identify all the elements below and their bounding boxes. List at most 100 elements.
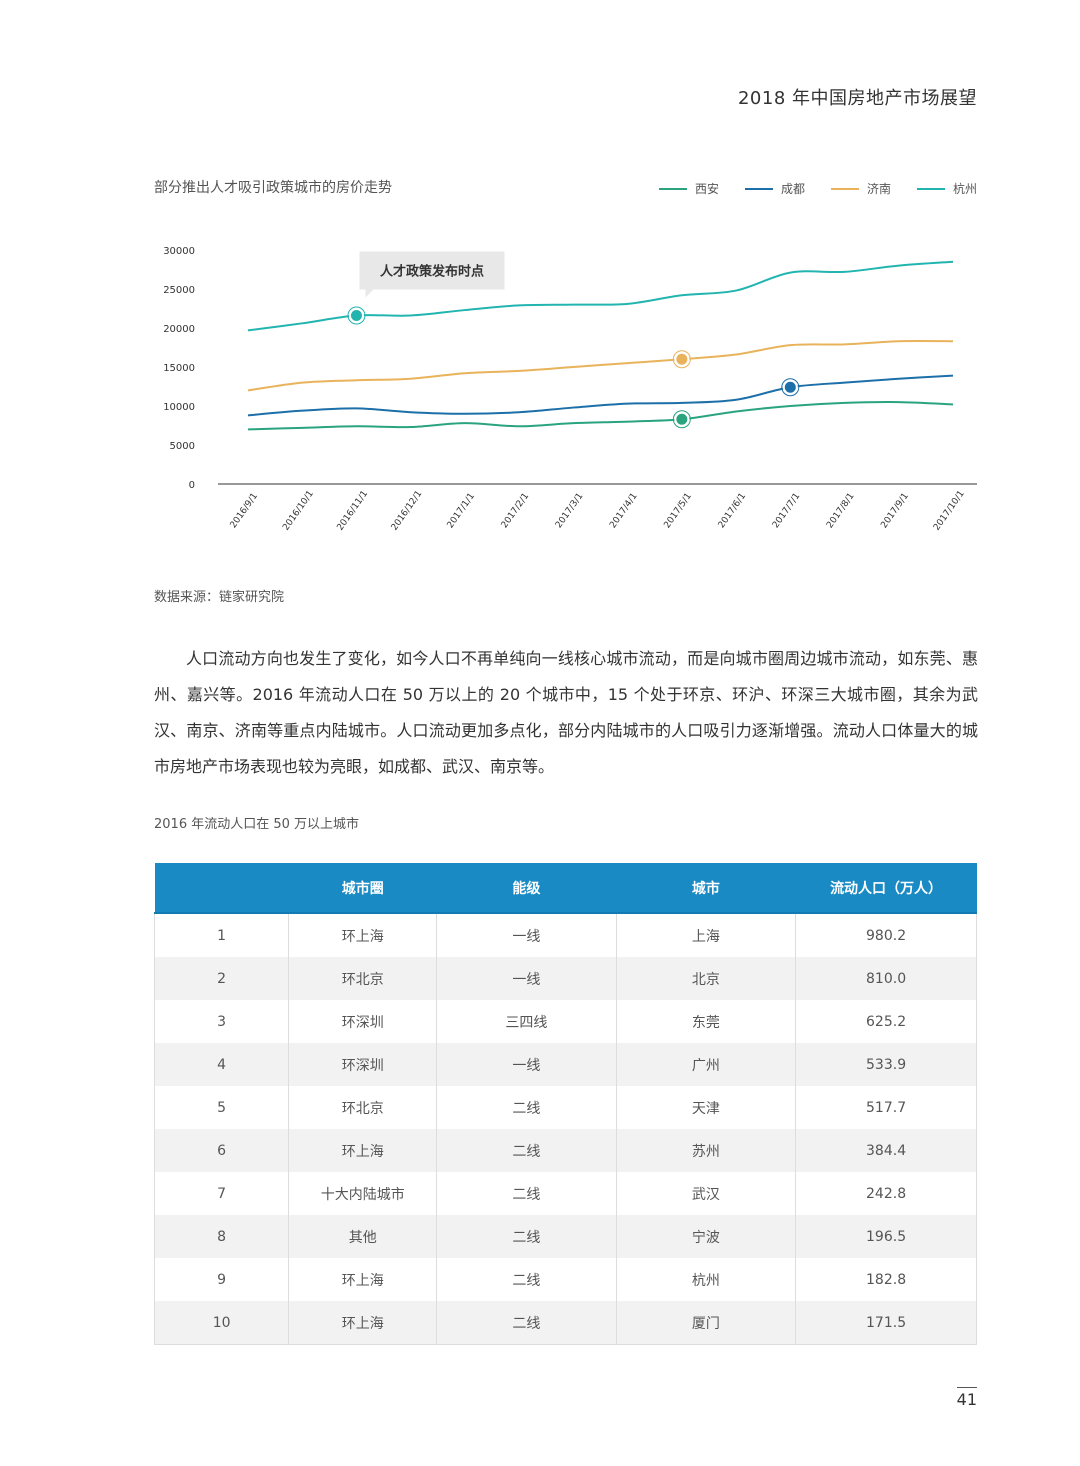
series-line-0 [247, 401, 954, 431]
cell-rank: 8 [153, 1215, 290, 1258]
population-table: 城市圈 能级 城市 流动人口（万人） 1 环上海 一线 上海 980.2 2 环北京 一线 北京… [153, 863, 977, 1345]
table-row: 10 环上海 二线 厦门 171.5 [153, 1301, 977, 1345]
cell-rank: 3 [153, 1000, 290, 1043]
line-chart: 0 5000 10000 15000 20000 25000 30000 2016/9/1 20… [163, 246, 977, 533]
chart-title: 部分推出人才吸引政策城市的房价走势 [154, 180, 392, 196]
cell-city: 北京 [615, 957, 797, 1000]
table-row: 6 环上海 二线 苏州 384.4 [153, 1129, 977, 1172]
cell-rank: 9 [153, 1258, 290, 1301]
policy-marker-ring-1 [781, 378, 800, 397]
cell-city-circle: 其他 [288, 1215, 438, 1258]
x-tick-label: 2017/5/1 [663, 491, 694, 530]
y-tick-label: 5000 [170, 441, 195, 452]
policy-marker-3 [348, 308, 364, 324]
x-tick-label: 2017/3/1 [554, 491, 585, 530]
cell-city: 武汉 [615, 1172, 797, 1215]
policy-marker-2 [674, 351, 690, 367]
cell-city: 苏州 [615, 1129, 797, 1172]
page-number-rule [957, 1387, 977, 1388]
cell-floating-population: 625.2 [795, 1000, 977, 1043]
cell-floating-population: 810.0 [795, 957, 977, 1000]
cell-city-circle: 环上海 [288, 913, 438, 957]
cell-tier: 二线 [436, 1215, 617, 1258]
cell-floating-population: 182.8 [795, 1258, 977, 1301]
cell-city-circle: 环上海 [288, 1258, 438, 1301]
y-tick-label: 0 [189, 480, 195, 491]
cell-rank: 5 [153, 1086, 290, 1129]
header-tier: 能级 [436, 863, 617, 914]
header-floating-population: 流动人口（万人） [795, 863, 977, 914]
cell-city: 厦门 [615, 1301, 797, 1345]
y-tick-label: 15000 [163, 363, 195, 374]
annotation-box [359, 251, 505, 298]
cell-floating-population: 171.5 [795, 1301, 977, 1345]
data-source: 数据来源：链家研究院 [154, 590, 285, 605]
cell-tier: 二线 [436, 1172, 617, 1215]
cell-city: 杭州 [615, 1258, 797, 1301]
x-tick-label: 2017/2/1 [500, 491, 531, 530]
table-row: 5 环北京 二线 天津 517.7 [153, 1086, 977, 1129]
table-row: 3 环深圳 三四线 东莞 625.2 [153, 1000, 977, 1043]
policy-marker-ring-3 [347, 306, 366, 325]
table-row: 4 环深圳 一线 广州 533.9 [153, 1043, 977, 1086]
x-tick-label: 2017/1/1 [446, 491, 477, 530]
x-tick-label: 2017/4/1 [608, 491, 639, 530]
cell-floating-population: 196.5 [795, 1215, 977, 1258]
table-row: 2 环北京 一线 北京 810.0 [153, 957, 977, 1000]
cell-city-circle: 环上海 [288, 1301, 438, 1345]
cell-floating-population: 384.4 [795, 1129, 977, 1172]
body-paragraph: 人口流动方向也发生了变化，如今人口不再单纯向一线核心城市流动，而是向城市圈周边城… [154, 649, 978, 776]
x-tick-label: 2017/6/1 [717, 491, 748, 530]
table-row: 9 环上海 二线 杭州 182.8 [153, 1258, 977, 1301]
legend-item-xian: 西安 [658, 180, 719, 197]
cell-city: 广州 [615, 1043, 797, 1086]
policy-marker-ring-2 [672, 350, 691, 369]
cell-city-circle: 环深圳 [288, 1043, 438, 1086]
header-city-circle: 城市圈 [288, 863, 437, 914]
cell-tier: 一线 [436, 957, 617, 1000]
y-tick-label: 25000 [163, 285, 195, 296]
x-tick-label: 2016/12/1 [390, 489, 425, 533]
cell-floating-population: 533.9 [795, 1043, 977, 1086]
cell-city: 上海 [615, 913, 797, 957]
table-row: 8 其他 二线 宁波 196.5 [153, 1215, 977, 1258]
cell-city: 天津 [615, 1086, 797, 1129]
x-tick-label: 2017/8/1 [825, 491, 856, 530]
table-row: 7 十大内陆城市 二线 武汉 242.8 [153, 1172, 977, 1215]
policy-marker-ring-0 [672, 410, 691, 429]
table-row: 1 环上海 一线 上海 980.2 [153, 913, 977, 957]
cell-rank: 7 [153, 1172, 290, 1215]
legend-item-hangzhou: 杭州 [916, 180, 977, 197]
cell-floating-population: 242.8 [795, 1172, 977, 1215]
cell-rank: 1 [153, 913, 290, 957]
cell-city-circle: 环北京 [288, 1086, 438, 1129]
x-tick-label: 2016/9/1 [229, 491, 260, 530]
chart-legend: 西安 成都 济南 杭州 [658, 180, 977, 197]
legend-swatch [744, 187, 773, 190]
legend-swatch [830, 187, 859, 190]
cell-rank: 10 [153, 1301, 290, 1345]
legend-label: 杭州 [952, 182, 977, 196]
series-line-2 [247, 340, 954, 392]
cell-tier: 二线 [436, 1258, 617, 1301]
table-title: 2016 年流动人口在 50 万以上城市 [154, 817, 360, 832]
cell-tier: 二线 [436, 1129, 617, 1172]
legend-label: 济南 [866, 182, 891, 196]
cell-rank: 6 [153, 1129, 290, 1172]
policy-marker-0 [674, 411, 690, 427]
y-tick-label: 30000 [163, 246, 195, 257]
x-tick-label: 2016/11/1 [335, 489, 370, 533]
header-city: 城市 [616, 863, 796, 914]
cell-tier: 一线 [436, 1043, 617, 1086]
cell-rank: 4 [153, 1043, 290, 1086]
cell-tier: 一线 [436, 913, 617, 957]
legend-swatch [916, 187, 945, 190]
cell-rank: 2 [153, 957, 290, 1000]
cell-city: 宁波 [615, 1215, 797, 1258]
x-tick-label: 2017/7/1 [771, 491, 802, 530]
y-tick-label: 10000 [163, 402, 195, 413]
x-tick-label: 2016/10/1 [281, 489, 316, 533]
legend-item-jinan: 济南 [830, 180, 891, 197]
legend-label: 成都 [780, 182, 805, 196]
series-line-1 [247, 374, 954, 417]
